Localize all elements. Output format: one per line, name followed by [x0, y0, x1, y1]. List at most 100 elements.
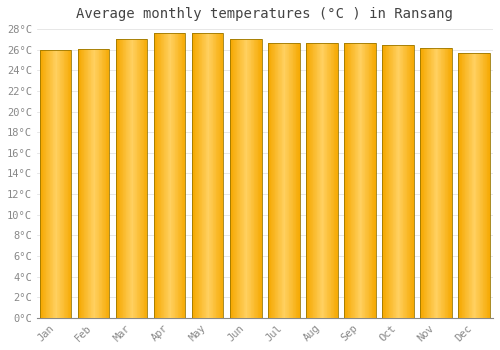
Bar: [426, 48, 428, 318]
Bar: [169, 33, 170, 318]
Bar: [471, 53, 472, 318]
Bar: [329, 43, 330, 318]
Bar: [433, 48, 434, 318]
Bar: [350, 43, 352, 318]
Bar: [290, 43, 291, 318]
Bar: [434, 48, 435, 318]
Bar: [367, 43, 368, 318]
Bar: [463, 53, 464, 318]
Bar: [132, 39, 134, 318]
Bar: [357, 43, 358, 318]
Bar: [410, 44, 412, 318]
Bar: [318, 43, 319, 318]
Bar: [250, 39, 252, 318]
Bar: [428, 48, 429, 318]
Bar: [63, 50, 64, 318]
Bar: [128, 39, 130, 318]
Bar: [437, 48, 438, 318]
Bar: [364, 43, 366, 318]
Bar: [66, 50, 68, 318]
Bar: [413, 44, 414, 318]
Bar: [316, 43, 318, 318]
Bar: [480, 53, 481, 318]
Bar: [54, 50, 55, 318]
Bar: [466, 53, 467, 318]
Bar: [314, 43, 315, 318]
Bar: [356, 43, 357, 318]
Bar: [98, 49, 100, 318]
Bar: [144, 39, 145, 318]
Bar: [116, 39, 117, 318]
Bar: [184, 33, 186, 318]
Bar: [173, 33, 174, 318]
Bar: [244, 39, 245, 318]
Bar: [450, 48, 451, 318]
Bar: [89, 49, 90, 318]
Bar: [361, 43, 362, 318]
Bar: [306, 43, 307, 318]
Bar: [299, 43, 300, 318]
Bar: [311, 43, 312, 318]
Bar: [87, 49, 88, 318]
Bar: [222, 33, 224, 318]
Bar: [44, 50, 45, 318]
Bar: [477, 53, 478, 318]
Bar: [78, 49, 79, 318]
Bar: [165, 33, 166, 318]
Bar: [207, 33, 208, 318]
Bar: [260, 39, 262, 318]
Bar: [462, 53, 463, 318]
Bar: [90, 49, 92, 318]
Bar: [401, 44, 402, 318]
Bar: [92, 49, 93, 318]
Bar: [451, 48, 452, 318]
Bar: [196, 33, 197, 318]
Bar: [257, 39, 258, 318]
Bar: [296, 43, 297, 318]
Bar: [234, 39, 235, 318]
Bar: [40, 50, 72, 318]
Bar: [383, 44, 384, 318]
Bar: [320, 43, 321, 318]
Bar: [406, 44, 408, 318]
Bar: [200, 33, 201, 318]
Bar: [273, 43, 274, 318]
Bar: [276, 43, 277, 318]
Bar: [395, 44, 396, 318]
Bar: [429, 48, 430, 318]
Bar: [394, 44, 395, 318]
Bar: [194, 33, 196, 318]
Bar: [489, 53, 490, 318]
Bar: [154, 33, 186, 318]
Bar: [424, 48, 425, 318]
Bar: [106, 49, 107, 318]
Bar: [258, 39, 259, 318]
Bar: [122, 39, 124, 318]
Bar: [272, 43, 273, 318]
Bar: [160, 33, 162, 318]
Bar: [315, 43, 316, 318]
Bar: [269, 43, 270, 318]
Bar: [423, 48, 424, 318]
Bar: [202, 33, 203, 318]
Bar: [458, 53, 490, 318]
Bar: [344, 43, 345, 318]
Bar: [277, 43, 278, 318]
Bar: [443, 48, 444, 318]
Bar: [366, 43, 367, 318]
Bar: [178, 33, 179, 318]
Bar: [107, 49, 108, 318]
Bar: [374, 43, 375, 318]
Bar: [100, 49, 101, 318]
Bar: [212, 33, 214, 318]
Bar: [179, 33, 180, 318]
Bar: [324, 43, 325, 318]
Bar: [130, 39, 131, 318]
Bar: [49, 50, 50, 318]
Bar: [82, 49, 83, 318]
Bar: [104, 49, 106, 318]
Bar: [295, 43, 296, 318]
Bar: [203, 33, 204, 318]
Bar: [384, 44, 385, 318]
Bar: [440, 48, 442, 318]
